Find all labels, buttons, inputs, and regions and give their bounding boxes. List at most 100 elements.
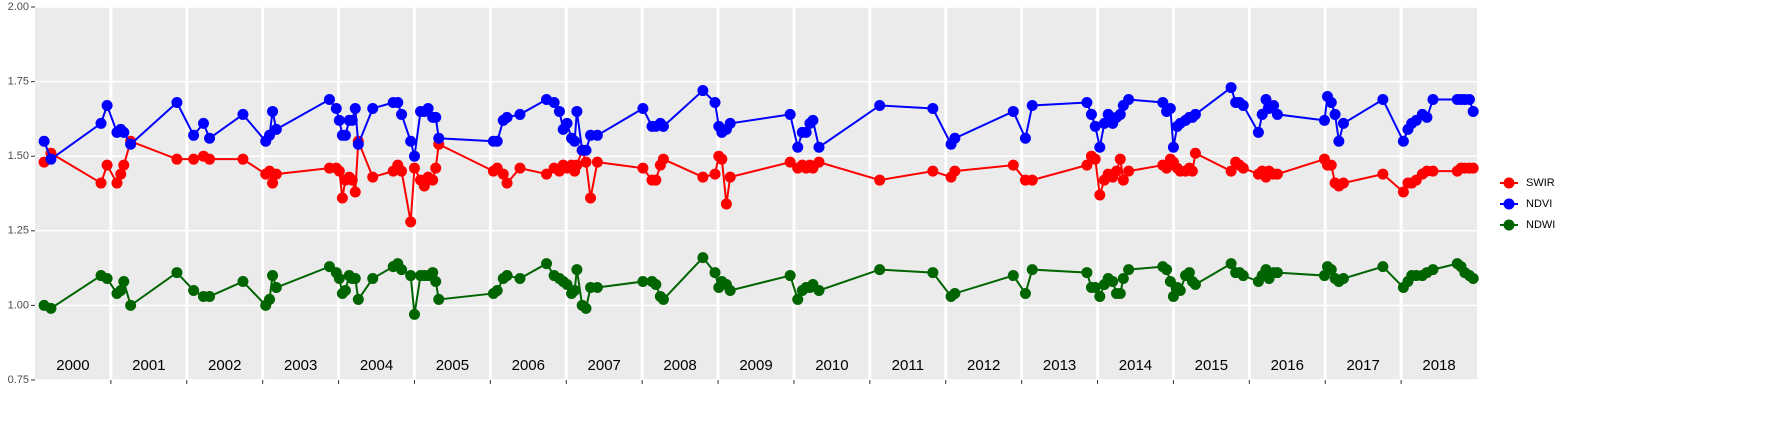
year-label: 2001 (132, 357, 165, 374)
point (346, 174, 358, 186)
point (171, 153, 183, 165)
point (1123, 94, 1135, 106)
point (1318, 114, 1330, 126)
point (784, 108, 796, 120)
y-tick-label: 1.75 (8, 76, 29, 88)
point (813, 141, 825, 153)
point (405, 135, 417, 147)
point (784, 156, 796, 168)
point (1268, 99, 1280, 111)
point (1427, 165, 1439, 177)
point (800, 126, 812, 138)
point (874, 264, 886, 276)
point (580, 144, 592, 156)
point (197, 117, 209, 129)
point (650, 174, 662, 186)
point (1123, 264, 1135, 276)
point (1225, 258, 1237, 270)
point (1102, 108, 1114, 120)
point (1094, 141, 1106, 153)
point (1085, 108, 1097, 120)
year-label: 2000 (56, 357, 89, 374)
point (792, 293, 804, 305)
point (637, 102, 649, 114)
point (1237, 270, 1249, 282)
point (1189, 147, 1201, 159)
point (38, 135, 50, 147)
point (1114, 153, 1126, 165)
year-label: 2010 (815, 357, 848, 374)
point (724, 117, 736, 129)
point (1117, 174, 1129, 186)
point (813, 156, 825, 168)
point (548, 96, 560, 108)
year-label: 2015 (1195, 357, 1228, 374)
point (1174, 284, 1186, 296)
point (949, 287, 961, 299)
point (408, 162, 420, 174)
point (188, 153, 200, 165)
point (720, 198, 732, 210)
year-label: 2008 (663, 357, 696, 374)
point (1007, 105, 1019, 117)
point (1225, 165, 1237, 177)
point (1094, 290, 1106, 302)
legend-label: NDWI (1526, 219, 1555, 231)
point (697, 252, 709, 264)
point (1421, 111, 1433, 123)
point (422, 102, 434, 114)
point (813, 284, 825, 296)
point (1114, 108, 1126, 120)
point (697, 85, 709, 97)
point (1397, 186, 1409, 198)
point (591, 129, 603, 141)
point (115, 168, 127, 180)
point (1183, 267, 1195, 279)
point (1161, 264, 1173, 276)
point (408, 308, 420, 320)
point (716, 153, 728, 165)
point (709, 168, 721, 180)
point (349, 273, 361, 285)
point (1114, 287, 1126, 299)
point (1089, 153, 1101, 165)
point (541, 168, 553, 180)
point (405, 216, 417, 228)
point (580, 156, 592, 168)
point (1271, 267, 1283, 279)
point (1337, 273, 1349, 285)
point (204, 290, 216, 302)
point (339, 129, 351, 141)
point (784, 270, 796, 282)
point (171, 267, 183, 279)
point (1427, 94, 1439, 106)
point (591, 281, 603, 293)
point (561, 279, 573, 291)
legend-key (1503, 177, 1515, 189)
point (118, 276, 130, 288)
point (405, 270, 417, 282)
point (1123, 165, 1135, 177)
point (1467, 273, 1479, 285)
legend-key (1503, 198, 1515, 210)
point (1089, 120, 1101, 132)
point (1237, 162, 1249, 174)
point (1189, 108, 1201, 120)
point (396, 108, 408, 120)
point (352, 293, 364, 305)
point (352, 138, 364, 150)
point (1019, 287, 1031, 299)
point (1271, 108, 1283, 120)
point (101, 273, 113, 285)
point (267, 105, 279, 117)
point (1325, 96, 1337, 108)
point (874, 174, 886, 186)
point (118, 159, 130, 171)
point (188, 284, 200, 296)
point (45, 302, 57, 314)
point (367, 171, 379, 183)
point (569, 135, 581, 147)
point (501, 177, 513, 189)
y-tick-label: 1.00 (8, 299, 29, 311)
legend-label: SWIR (1526, 177, 1555, 189)
